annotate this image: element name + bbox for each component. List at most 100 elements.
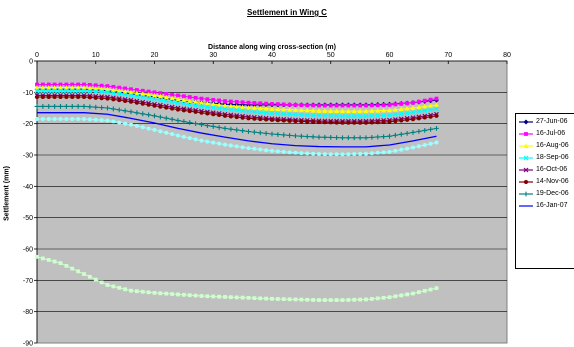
data-point <box>157 97 163 103</box>
data-point <box>82 82 86 87</box>
data-point <box>222 125 228 131</box>
x-tick-label: 70 <box>444 52 452 59</box>
data-point <box>176 292 180 297</box>
data-point <box>122 88 128 94</box>
data-point <box>369 113 375 119</box>
data-point <box>176 107 180 112</box>
data-point <box>381 113 387 118</box>
data-point <box>158 291 163 296</box>
data-point <box>375 134 381 140</box>
data-point <box>317 152 321 157</box>
data-point <box>322 134 328 140</box>
data-point <box>317 298 321 302</box>
data-point <box>357 135 363 141</box>
data-point <box>99 105 105 111</box>
data-point <box>87 104 93 110</box>
data-point <box>123 98 128 103</box>
data-point <box>405 292 410 297</box>
data-point <box>99 280 104 285</box>
data-point <box>392 107 398 112</box>
data-point <box>234 103 240 109</box>
data-point <box>263 110 269 116</box>
data-point <box>123 121 128 126</box>
legend-label: 16-Jul-06 <box>536 130 566 137</box>
data-point <box>364 120 368 125</box>
data-point <box>434 286 439 291</box>
data-point <box>404 105 410 111</box>
data-point <box>70 266 75 271</box>
data-point <box>40 104 46 109</box>
data-point <box>216 125 222 130</box>
data-point <box>399 147 404 152</box>
data-point <box>351 113 357 119</box>
data-point <box>181 97 187 103</box>
data-point <box>346 120 351 125</box>
data-point <box>375 120 380 125</box>
data-point <box>129 288 133 293</box>
data-point <box>416 104 422 110</box>
data-point <box>328 103 333 108</box>
data-point <box>264 296 269 301</box>
data-point <box>146 89 151 94</box>
legend-label: 16-Aug-06 <box>536 142 569 149</box>
data-point <box>328 108 334 113</box>
data-point <box>199 104 204 109</box>
data-point <box>129 122 133 127</box>
data-point <box>428 103 434 108</box>
data-point <box>111 97 116 102</box>
data-point <box>199 96 204 101</box>
data-point <box>345 108 351 114</box>
data-point <box>81 104 87 109</box>
data-point <box>411 291 415 296</box>
data-point <box>35 82 39 87</box>
data-point <box>210 105 216 111</box>
data-point <box>58 261 63 265</box>
data-point <box>228 126 234 132</box>
data-point <box>381 295 386 300</box>
data-point <box>217 98 222 103</box>
data-point <box>199 294 204 298</box>
data-point <box>281 297 286 302</box>
data-point <box>305 119 310 124</box>
data-point <box>398 131 404 137</box>
data-point <box>257 105 263 111</box>
data-point <box>140 91 146 96</box>
data-point <box>405 117 410 122</box>
data-point <box>181 119 187 124</box>
data-point <box>193 103 199 108</box>
legend-label: 27-Jun-06 <box>536 118 568 125</box>
data-point <box>375 108 381 113</box>
data-point <box>199 138 204 143</box>
data-point <box>193 137 198 142</box>
data-point <box>70 116 75 121</box>
data-point <box>146 126 151 131</box>
data-point <box>387 112 392 118</box>
data-point <box>58 88 63 94</box>
data-point <box>422 288 427 293</box>
y-tick-label: -10 <box>23 90 33 97</box>
data-point <box>193 293 198 298</box>
data-point <box>387 149 392 154</box>
data-point <box>369 151 374 156</box>
data-point <box>82 272 86 276</box>
data-point <box>40 82 45 87</box>
data-point <box>146 95 152 101</box>
data-point <box>187 98 193 103</box>
data-point <box>311 151 316 156</box>
data-point <box>416 109 422 114</box>
data-point <box>187 102 193 108</box>
data-point <box>375 103 380 108</box>
data-point <box>82 95 86 100</box>
data-point <box>46 116 51 121</box>
data-point <box>216 105 222 111</box>
data-point <box>304 107 310 113</box>
data-point <box>352 152 357 157</box>
data-point <box>228 143 233 148</box>
data-point <box>216 102 222 107</box>
data-point <box>187 109 192 114</box>
data-point <box>76 82 81 87</box>
x-axis-title: Distance along wing cross-section (m) <box>208 44 336 51</box>
y-tick-label: -70 <box>23 278 33 285</box>
series-6 <box>34 104 439 141</box>
data-point <box>334 113 340 119</box>
